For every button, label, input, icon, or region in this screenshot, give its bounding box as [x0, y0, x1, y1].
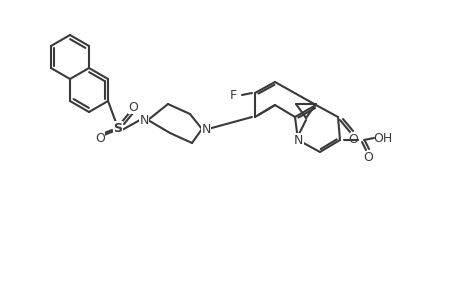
- Text: OH: OH: [373, 131, 392, 145]
- Text: O: O: [347, 133, 357, 146]
- Text: O: O: [128, 100, 138, 113]
- Text: O: O: [362, 151, 372, 164]
- Text: S: S: [113, 122, 122, 134]
- Text: N: N: [293, 134, 302, 146]
- Text: N: N: [201, 122, 210, 136]
- Text: F: F: [229, 88, 236, 101]
- Text: O: O: [95, 131, 105, 145]
- Text: N: N: [139, 113, 148, 127]
